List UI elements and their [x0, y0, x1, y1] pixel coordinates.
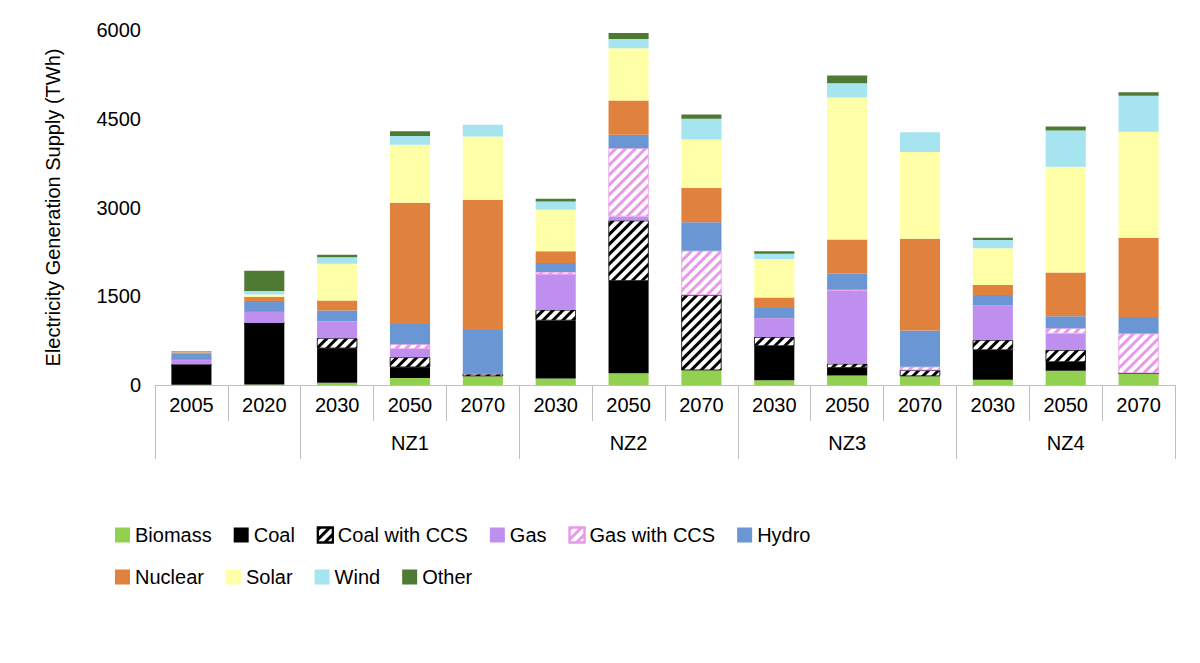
svg-text:Other: Other	[422, 566, 472, 588]
svg-text:2030: 2030	[752, 394, 797, 416]
svg-text:NZ2: NZ2	[610, 432, 648, 454]
svg-text:Wind: Wind	[335, 566, 381, 588]
svg-text:NZ4: NZ4	[1047, 432, 1085, 454]
svg-text:1500: 1500	[97, 285, 142, 307]
svg-text:2050: 2050	[825, 394, 870, 416]
svg-text:2050: 2050	[388, 394, 433, 416]
svg-text:0: 0	[130, 374, 141, 396]
svg-text:2070: 2070	[679, 394, 724, 416]
svg-text:Gas with CCS: Gas with CCS	[590, 524, 716, 546]
svg-text:2050: 2050	[1043, 394, 1088, 416]
svg-text:NZ3: NZ3	[828, 432, 866, 454]
svg-text:2030: 2030	[315, 394, 360, 416]
svg-text:Nuclear: Nuclear	[135, 566, 204, 588]
svg-text:2070: 2070	[1116, 394, 1161, 416]
svg-text:2030: 2030	[533, 394, 578, 416]
svg-text:Coal: Coal	[254, 524, 295, 546]
svg-text:6000: 6000	[97, 19, 142, 41]
svg-text:2070: 2070	[461, 394, 506, 416]
svg-text:Electricity Generation Supply: Electricity Generation Supply (TWh)	[42, 49, 64, 367]
svg-text:Gas: Gas	[510, 524, 547, 546]
svg-text:Hydro: Hydro	[757, 524, 810, 546]
svg-text:2050: 2050	[606, 394, 651, 416]
svg-text:2030: 2030	[971, 394, 1016, 416]
svg-text:4500: 4500	[97, 108, 142, 130]
svg-text:NZ1: NZ1	[391, 432, 429, 454]
svg-text:Biomass: Biomass	[135, 524, 212, 546]
svg-text:3000: 3000	[97, 197, 142, 219]
svg-text:Coal with CCS: Coal with CCS	[338, 524, 468, 546]
svg-text:2020: 2020	[242, 394, 287, 416]
svg-text:2005: 2005	[169, 394, 214, 416]
svg-text:Solar: Solar	[246, 566, 293, 588]
svg-text:2070: 2070	[898, 394, 943, 416]
